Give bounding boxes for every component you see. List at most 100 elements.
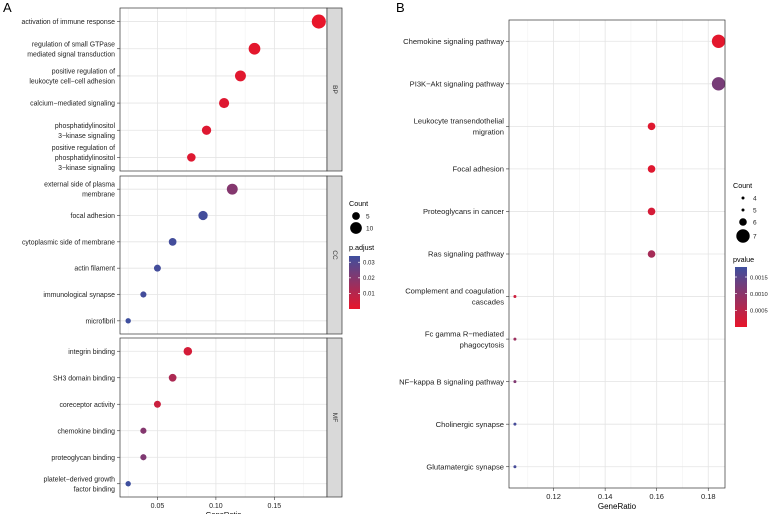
y-tick-label-line: activation of immune response bbox=[22, 19, 116, 26]
color-legend-label: 0.0010 bbox=[750, 292, 768, 298]
y-tick-label: SH3 domain binding bbox=[53, 375, 115, 382]
y-tick-label-line: positive regulation of bbox=[52, 68, 115, 75]
point bbox=[647, 165, 656, 173]
y-tick-label: Cholinergic synapse bbox=[436, 420, 504, 429]
facet-strip-label: MF bbox=[331, 413, 338, 422]
point bbox=[125, 481, 131, 487]
point bbox=[235, 70, 246, 82]
point bbox=[311, 14, 326, 29]
x-tick-label: 0.16 bbox=[649, 492, 664, 501]
y-tick-label-line: factor binding bbox=[74, 486, 116, 493]
point bbox=[201, 125, 212, 135]
point bbox=[140, 454, 147, 461]
y-tick-label-line: 3−kinase signaling bbox=[58, 165, 115, 172]
size-legend-title: Count bbox=[349, 199, 368, 208]
y-tick-label: coreceptor activity bbox=[59, 402, 115, 409]
y-tick-label-line: leukocyte cell−cell adhesion bbox=[29, 78, 115, 85]
facet-background bbox=[120, 8, 327, 171]
panel-b: B Chemokine signaling pathway PI3K−Akt sig… bbox=[396, 0, 768, 511]
color-legend-label: 0.03 bbox=[363, 261, 375, 267]
size-legend-dot bbox=[350, 222, 362, 234]
y-tick-label: Chemokine signaling pathway bbox=[403, 37, 504, 46]
x-tick-label: 0.14 bbox=[598, 492, 613, 501]
point bbox=[513, 295, 517, 299]
y-tick-label-line: Cholinergic synapse bbox=[436, 420, 504, 429]
x-tick-label: 0.18 bbox=[701, 492, 716, 501]
y-tick-label: Glutamatergic synapse bbox=[426, 462, 504, 471]
panel-label-b: B bbox=[396, 0, 405, 15]
facet-background bbox=[120, 338, 327, 497]
point bbox=[187, 153, 196, 162]
point bbox=[647, 122, 656, 131]
y-tick-label: proteoglycan binding bbox=[51, 455, 115, 462]
x-tick-label: 0.15 bbox=[268, 503, 282, 510]
size-legend-title: Count bbox=[733, 181, 752, 190]
point bbox=[168, 237, 177, 246]
color-legend-label: 0.01 bbox=[363, 292, 375, 298]
size-legend-dot bbox=[736, 229, 750, 243]
facet-cc: external side of plasma membrane focal adh… bbox=[22, 175, 343, 335]
point bbox=[513, 380, 517, 384]
panel-label-a: A bbox=[3, 0, 12, 15]
x-axis-label: GeneRatio bbox=[206, 510, 242, 514]
y-tick-label-line: Proteoglycans in cancer bbox=[423, 207, 505, 216]
size-legend-dot bbox=[741, 208, 745, 212]
facet-strip bbox=[326, 337, 343, 498]
y-tick-label: phosphatidylinositol 3−kinase signaling bbox=[55, 123, 116, 140]
color-legend-bar bbox=[349, 256, 360, 309]
point bbox=[513, 337, 517, 341]
y-tick-label-line: cytoplasmic side of membrane bbox=[22, 239, 115, 246]
y-tick-label-line: actin filament bbox=[74, 266, 115, 273]
size-legend-dot bbox=[741, 196, 745, 200]
x-tick-label: 0.05 bbox=[151, 503, 165, 510]
color-legend-label: 0.02 bbox=[363, 276, 375, 282]
y-tick-label-line: membrane bbox=[82, 192, 115, 199]
y-tick-label-line: phagocytosis bbox=[460, 340, 505, 349]
y-tick-label-line: phosphatidylinositol bbox=[55, 123, 116, 130]
point bbox=[125, 318, 131, 324]
color-legend-title: p.adjust bbox=[349, 243, 374, 252]
y-tick-label-line: SH3 domain binding bbox=[53, 375, 115, 382]
size-legend-dot bbox=[352, 212, 360, 220]
y-tick-label-line: external side of plasma bbox=[44, 182, 115, 189]
size-legend-label: 4 bbox=[753, 195, 757, 202]
y-tick-label-line: 3−kinase signaling bbox=[58, 133, 115, 140]
y-tick-label-line: coreceptor activity bbox=[59, 402, 115, 409]
y-tick-label: calcium−mediated signaling bbox=[30, 101, 115, 108]
y-tick-label: platelet−derived growth factor binding bbox=[44, 476, 116, 493]
y-tick-label: microfibril bbox=[86, 318, 116, 325]
y-tick-label-line: positive regulation of bbox=[52, 145, 115, 152]
point bbox=[140, 291, 147, 298]
y-tick-label-line: Fc gamma R−mediated bbox=[425, 329, 504, 338]
facet-strip bbox=[326, 175, 343, 335]
y-tick-label: chemokine binding bbox=[58, 428, 116, 435]
y-tick-label-line: Chemokine signaling pathway bbox=[403, 37, 504, 46]
y-tick-label: Fc gamma R−mediated phagocytosis bbox=[425, 329, 504, 349]
x-axis-label: GeneRatio bbox=[598, 502, 637, 511]
size-legend-label: 5 bbox=[753, 207, 757, 214]
size-legend-label: 5 bbox=[366, 213, 370, 220]
y-tick-label: Focal adhesion bbox=[452, 165, 504, 174]
point bbox=[513, 465, 517, 469]
point bbox=[183, 346, 193, 356]
point bbox=[153, 400, 161, 408]
y-tick-label-line: mediated signal transduction bbox=[27, 51, 115, 58]
y-tick-label-line: chemokine binding bbox=[58, 428, 116, 435]
y-tick-label-line: PI3K−Akt signaling pathway bbox=[410, 80, 505, 89]
color-legend-label: 0.0005 bbox=[750, 309, 768, 315]
point bbox=[711, 34, 726, 48]
facet-strip-label: CC bbox=[331, 250, 338, 260]
y-tick-label-line: Complement and coagulation bbox=[405, 287, 504, 296]
y-tick-label-line: calcium−mediated signaling bbox=[30, 101, 115, 108]
facet-background bbox=[120, 176, 327, 334]
y-tick-label-line: platelet−derived growth bbox=[44, 476, 116, 483]
facet-mf: integrin binding SH3 domain binding corece… bbox=[44, 337, 343, 498]
y-tick-label-line: Glutamatergic synapse bbox=[426, 462, 504, 471]
facet-bp: activation of immune response regulation … bbox=[22, 7, 343, 172]
y-tick-label-line: integrin binding bbox=[68, 349, 115, 356]
size-legend-dot bbox=[739, 218, 747, 226]
color-legend-bar bbox=[735, 267, 747, 327]
y-tick-label: activation of immune response bbox=[22, 19, 116, 26]
